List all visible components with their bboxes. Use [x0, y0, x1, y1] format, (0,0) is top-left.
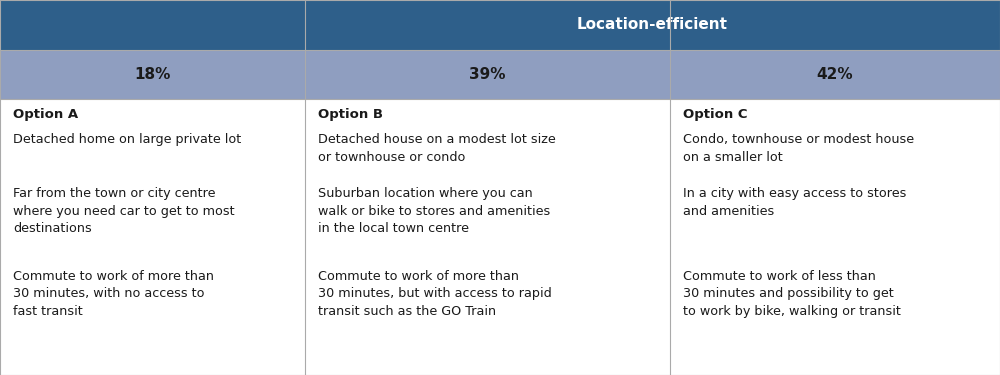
Text: Suburban location where you can
walk or bike to stores and amenities
in the loca: Suburban location where you can walk or …: [318, 188, 550, 236]
Bar: [670, 50, 1000, 99]
Bar: [0, 99, 305, 375]
Text: Option C: Option C: [683, 108, 748, 121]
Bar: [670, 99, 1000, 375]
Text: In a city with easy access to stores
and amenities: In a city with easy access to stores and…: [683, 188, 906, 218]
Text: Location-efficient: Location-efficient: [577, 17, 728, 32]
Text: Condo, townhouse or modest house
on a smaller lot: Condo, townhouse or modest house on a sm…: [683, 133, 914, 164]
Bar: [305, 99, 670, 375]
Text: Commute to work of less than
30 minutes and possibility to get
to work by bike, : Commute to work of less than 30 minutes …: [683, 270, 901, 318]
Bar: [305, 50, 670, 99]
Text: 18%: 18%: [134, 67, 171, 82]
Text: 39%: 39%: [469, 67, 506, 82]
Bar: [305, 0, 1000, 50]
Bar: [0, 0, 305, 50]
Text: Detached home on large private lot: Detached home on large private lot: [13, 133, 241, 146]
Text: 42%: 42%: [817, 67, 853, 82]
Text: Commute to work of more than
30 minutes, with no access to
fast transit: Commute to work of more than 30 minutes,…: [13, 270, 214, 318]
Text: Option A: Option A: [13, 108, 78, 121]
Text: Far from the town or city centre
where you need car to get to most
destinations: Far from the town or city centre where y…: [13, 188, 235, 236]
Text: Commute to work of more than
30 minutes, but with access to rapid
transit such a: Commute to work of more than 30 minutes,…: [318, 270, 552, 318]
Text: Detached house on a modest lot size
or townhouse or condo: Detached house on a modest lot size or t…: [318, 133, 556, 164]
Bar: [0, 50, 305, 99]
Text: Option B: Option B: [318, 108, 383, 121]
